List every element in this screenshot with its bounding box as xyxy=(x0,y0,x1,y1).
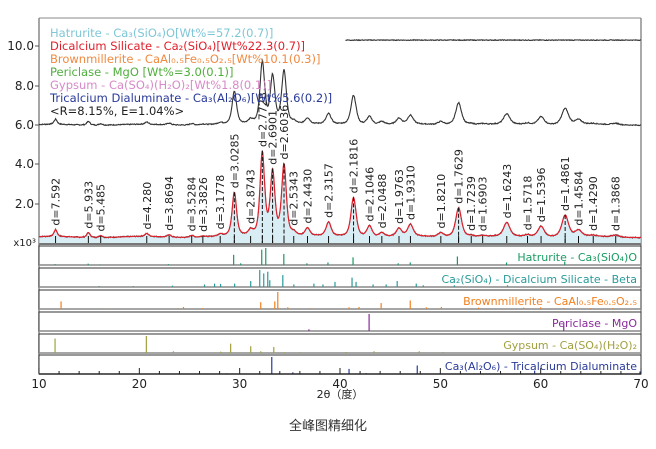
hatrurite-fill xyxy=(39,151,641,243)
pattern-curves xyxy=(38,38,642,245)
x-tick-label: 30 xyxy=(232,377,247,391)
peak-d-label: d=1.6243 xyxy=(501,164,514,219)
x-tick-label: 50 xyxy=(433,377,448,391)
peak-d-label: d=5.485 xyxy=(95,184,108,232)
x-tick-label: 20 xyxy=(132,377,147,391)
peak-d-label: d=2.6036 xyxy=(278,105,291,160)
peak-d-label: d=2.6901 xyxy=(267,110,280,165)
peak-d-label: d=3.0285 xyxy=(228,134,241,189)
y-multiplier-label: x10³ xyxy=(13,238,36,249)
peak-d-label: d=2.1816 xyxy=(348,139,361,194)
x-tick-label: 60 xyxy=(533,377,548,391)
peak-d-label: d=5.933 xyxy=(82,181,95,229)
peak-d-label: d=1.4290 xyxy=(587,176,600,231)
peak-labels: d=7.592 d=5.933 d=5.485 d=4.280 d=3.8694 d=3.… xyxy=(50,92,623,243)
legend-entry: Brownmillerite - CaAl₀.₅Fe₀.₅O₂.₅[Wt%10.… xyxy=(50,52,320,66)
observed-offset-curve xyxy=(39,57,642,127)
figure-caption: 全峰图精细化 xyxy=(289,418,367,434)
peak-d-label: d=1.9763 xyxy=(393,169,406,224)
peak-d-label: d=2.1046 xyxy=(363,167,376,222)
peak-d-label: d=2.0488 xyxy=(376,174,389,229)
observed-curve xyxy=(38,150,642,239)
legend-entry: Dicalcium Silicate - Ca₂(SiO₄)[Wt%22.3(0… xyxy=(50,39,305,53)
peak-d-label: d=3.3826 xyxy=(197,177,210,232)
peak-d-label: d=3.5284 xyxy=(186,177,199,232)
peak-d-label: d=7.592 xyxy=(50,178,63,226)
legend-entry: <R=8.15%, E=1.04%> xyxy=(50,104,184,118)
x-tick-label: 40 xyxy=(332,377,347,391)
peak-d-label: d=3.8694 xyxy=(163,176,176,231)
peak-d-label: d=1.6903 xyxy=(477,176,490,231)
peak-d-label: d=2.3157 xyxy=(323,163,336,218)
peak-d-label: d=1.4861 xyxy=(559,156,572,211)
phase-reference-panels: Hatrurite - Ca₃(SiO₄)O Ca₂(SiO₄) - Dicalc… xyxy=(38,245,642,375)
phase-label: Periclase - MgO xyxy=(552,317,637,330)
y-tick-label: 8.0 xyxy=(15,79,34,93)
peak-d-label: d=2.7728 xyxy=(256,92,269,147)
legend: Hatrurite - Ca₃(SiO₄)O[Wt%=57.2(0.7)]Dic… xyxy=(49,26,332,118)
phase-label: Gypsum - Ca(SO₄)(H₂O)₂ xyxy=(503,339,637,352)
legend-entry: Hatrurite - Ca₃(SiO₄)O[Wt%=57.2(0.7)] xyxy=(50,26,273,40)
phase-label: Ca₂(SiO₄) - Dicalcium Silicate - Beta xyxy=(442,273,638,286)
legend-entry: Tricalcium Dialuminate - Ca₃(Al₂O₆)[Wt%5… xyxy=(49,91,332,105)
peak-d-label: d=3.1778 xyxy=(214,175,227,230)
y-tick-label: 4.0 xyxy=(15,157,34,171)
peak-d-label: d=1.7629 xyxy=(453,149,466,204)
legend-entry: Periclase - MgO [Wt%=3.0(0.1)] xyxy=(50,65,234,79)
peak-d-label: d=4.280 xyxy=(141,182,154,230)
y-axis: 10.0 8.0 6.0 4.0 2.0 x10³ xyxy=(7,39,36,249)
peak-d-label: d=2.4430 xyxy=(301,169,314,224)
difference-curve xyxy=(345,38,642,42)
peak-d-label: d=2.8743 xyxy=(245,169,258,224)
y-tick-label: 6.0 xyxy=(15,118,34,132)
peak-d-label: d=2.5343 xyxy=(288,171,301,226)
peak-d-label: d=1.5718 xyxy=(522,176,535,231)
phase-label: Hatrurite - Ca₃(SiO₄)O xyxy=(517,251,637,264)
y-tick-label: 2.0 xyxy=(15,197,34,211)
x-tick-label: 70 xyxy=(633,377,648,391)
legend-entry: Gypsum - Ca(SO₄)(H₂O)₂[Wt%1.8(0.1)] xyxy=(50,78,271,92)
peak-d-label: d=1.7239 xyxy=(465,176,478,231)
phase-label: Ca₃(Al₂O₆) - Tricalcium Dialuminate xyxy=(445,360,637,373)
peak-d-label: d=1.8210 xyxy=(435,174,448,229)
y-tick-label: 10.0 xyxy=(7,39,34,53)
peak-d-label: d=1.5396 xyxy=(535,167,548,222)
x-axis-label: 2θ（度） xyxy=(317,387,364,401)
peak-d-label: d=1.4584 xyxy=(572,171,585,226)
x-axis: 10 20 30 40 50 60 70 xyxy=(31,368,649,391)
x-tick-label: 10 xyxy=(31,377,46,391)
calculated-curve xyxy=(39,150,641,239)
peak-d-label: d=1.9310 xyxy=(404,165,417,220)
phase-panel xyxy=(38,311,642,332)
phase-label: Brownmillerite - CaAl₀.₅Fe₀.₅O₂.₅ xyxy=(463,295,637,308)
peak-d-label: d=1.3868 xyxy=(610,176,623,231)
